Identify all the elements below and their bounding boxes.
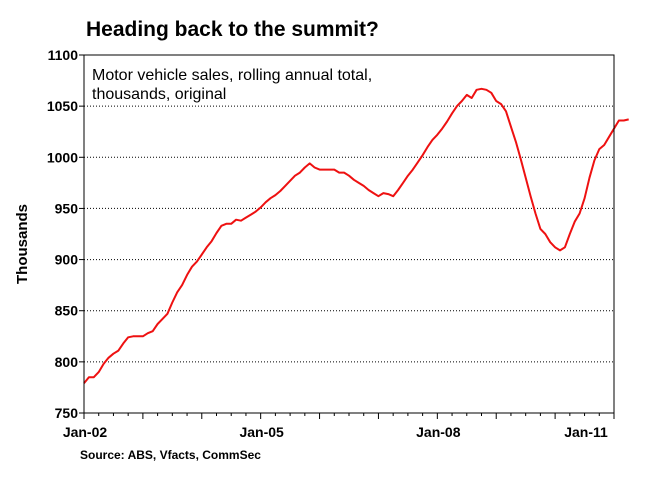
x-tick-label: Jan-11 [564, 424, 608, 440]
y-axis-label: Thousands [14, 204, 31, 284]
y-tick-label: 800 [55, 354, 79, 370]
y-tick-label: 1000 [47, 149, 78, 165]
y-axis-ticks: 750 800 850 900 950 1000 1050 1100 [47, 47, 84, 421]
x-tick-label: Jan-05 [239, 424, 284, 440]
x-tick-label: Jan-08 [416, 424, 461, 440]
gridlines [84, 105, 614, 363]
series-group [83, 87, 629, 384]
y-tick-label: 1050 [47, 98, 78, 114]
source-note: Source: ABS, Vfacts, CommSec [80, 448, 261, 462]
y-tick-label: 1100 [48, 47, 79, 63]
chart-subtitle-line-1: Motor vehicle sales, rolling annual tota… [92, 67, 372, 84]
y-tick-label: 750 [55, 405, 79, 421]
chart-title: Heading back to the summit? [86, 18, 379, 41]
x-axis-ticks: Jan-02 Jan-05 Jan-08 Jan-11 [63, 413, 615, 440]
y-tick-label: 900 [55, 252, 79, 268]
chart-subtitle-line-2: thousands, original [92, 86, 226, 103]
y-tick-label: 850 [55, 303, 79, 319]
series-line-0 [83, 87, 629, 384]
plot-frame [83, 54, 615, 414]
x-tick-label: Jan-02 [63, 424, 108, 440]
y-tick-label: 950 [55, 200, 79, 216]
